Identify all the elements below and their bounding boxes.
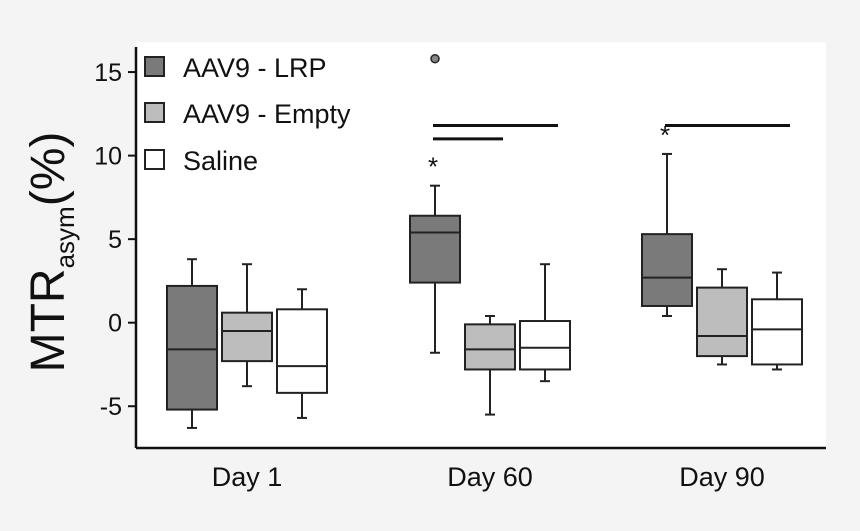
y-axis-label-unit: (%) [22, 132, 75, 207]
legend-item: AAV9 - Empty [144, 99, 351, 129]
box-iqr [409, 214, 461, 284]
legend: AAV9 - LRP AAV9 - Empty Saline [144, 53, 351, 176]
legend-label: AAV9 - Empty [183, 99, 351, 129]
box-iqr [696, 286, 748, 358]
box-0-1 [221, 263, 273, 388]
legend-item: Saline [144, 146, 258, 176]
significance-star: * [428, 152, 438, 182]
x-category-label: Day 90 [679, 462, 765, 492]
y-ticks: -5 0 5 10 15 [94, 59, 136, 421]
x-category-labels: Day 1 Day 60 Day 90 [212, 462, 765, 492]
legend-label: Saline [183, 146, 258, 176]
box-iqr [519, 320, 571, 371]
y-tick-label: 0 [108, 310, 122, 338]
boxes-layer [166, 152, 803, 429]
box-2-2 [751, 271, 803, 371]
box-0-2 [276, 288, 328, 419]
legend-swatch [144, 149, 165, 170]
legend-item: AAV9 - LRP [144, 53, 327, 83]
y-axis-label: MTRasym(%) [22, 132, 80, 373]
y-tick-label: 15 [94, 59, 122, 87]
x-category-label: Day 1 [212, 462, 283, 492]
box-iqr [276, 308, 328, 394]
box-1-2 [519, 263, 571, 383]
significance-star: * [660, 120, 670, 150]
box-2-0 [641, 152, 693, 318]
box-2-1 [696, 268, 748, 366]
box-iqr [751, 298, 803, 366]
legend-swatch [144, 56, 165, 77]
box-iqr [166, 284, 218, 411]
y-axis-label-main: MTR [22, 268, 75, 372]
x-category-label: Day 60 [447, 462, 533, 492]
y-tick-label: 5 [108, 226, 122, 254]
box-0-0 [166, 258, 218, 429]
box-1-0 [409, 184, 461, 354]
box-1-1 [464, 315, 516, 416]
y-tick-label: -5 [100, 393, 122, 421]
legend-swatch [144, 102, 165, 123]
legend-label: AAV9 - LRP [183, 53, 327, 83]
plot-area [136, 42, 826, 448]
annotations-layer: ** [428, 53, 790, 182]
y-axis-label-subscript: asym [50, 206, 80, 268]
outlier-point [430, 53, 440, 64]
box-iqr [641, 233, 693, 307]
y-tick-label: 10 [94, 143, 122, 171]
box-iqr [464, 323, 516, 371]
box-iqr [221, 311, 273, 363]
